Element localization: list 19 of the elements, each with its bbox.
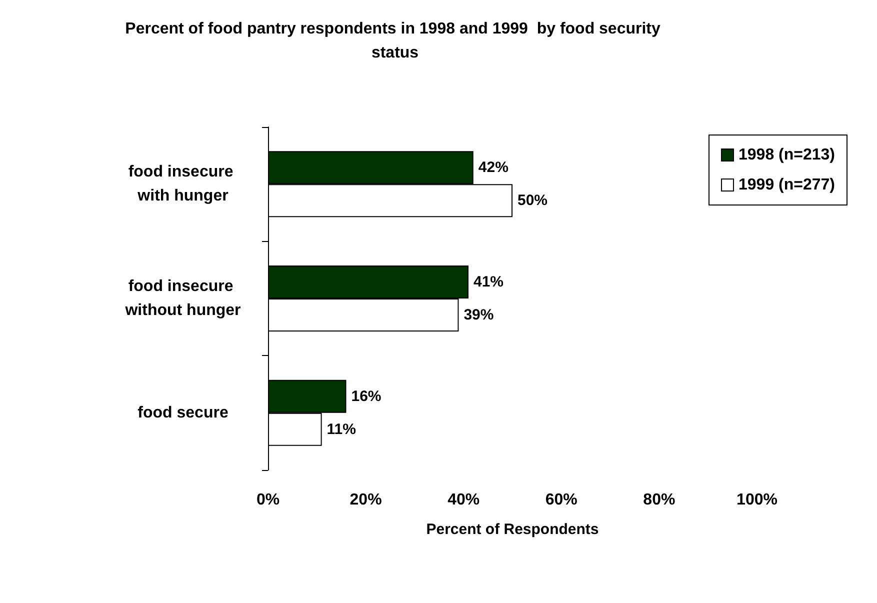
data-label: 39% <box>464 306 494 324</box>
data-label: 11% <box>326 420 356 438</box>
y-tick-label: food secure <box>138 404 228 422</box>
y-tick-label: food insecure with hunger <box>128 164 238 205</box>
data-label: 42% <box>478 159 508 176</box>
data-label: 50% <box>518 192 548 210</box>
y-tick-label: food insecure without hunger <box>124 278 241 319</box>
legend-label: 1999 (n=277) <box>738 176 836 194</box>
x-tick-label: 40% <box>448 492 480 508</box>
x-tick-label: 0% <box>256 492 280 508</box>
x-tick-label: 100% <box>736 492 778 508</box>
x-tick-label: 80% <box>643 492 676 508</box>
x-axis-title: Percent of Respondents <box>426 521 599 538</box>
data-label: 16% <box>351 388 382 405</box>
chart-title: Percent of food pantry respondents in 1998 and 1999 by food security status <box>125 20 665 62</box>
x-tick-label: 20% <box>350 492 382 508</box>
legend-label: 1998 (n=213) <box>738 146 836 164</box>
data-label: 41% <box>473 274 504 290</box>
x-tick-label: 60% <box>545 492 578 508</box>
